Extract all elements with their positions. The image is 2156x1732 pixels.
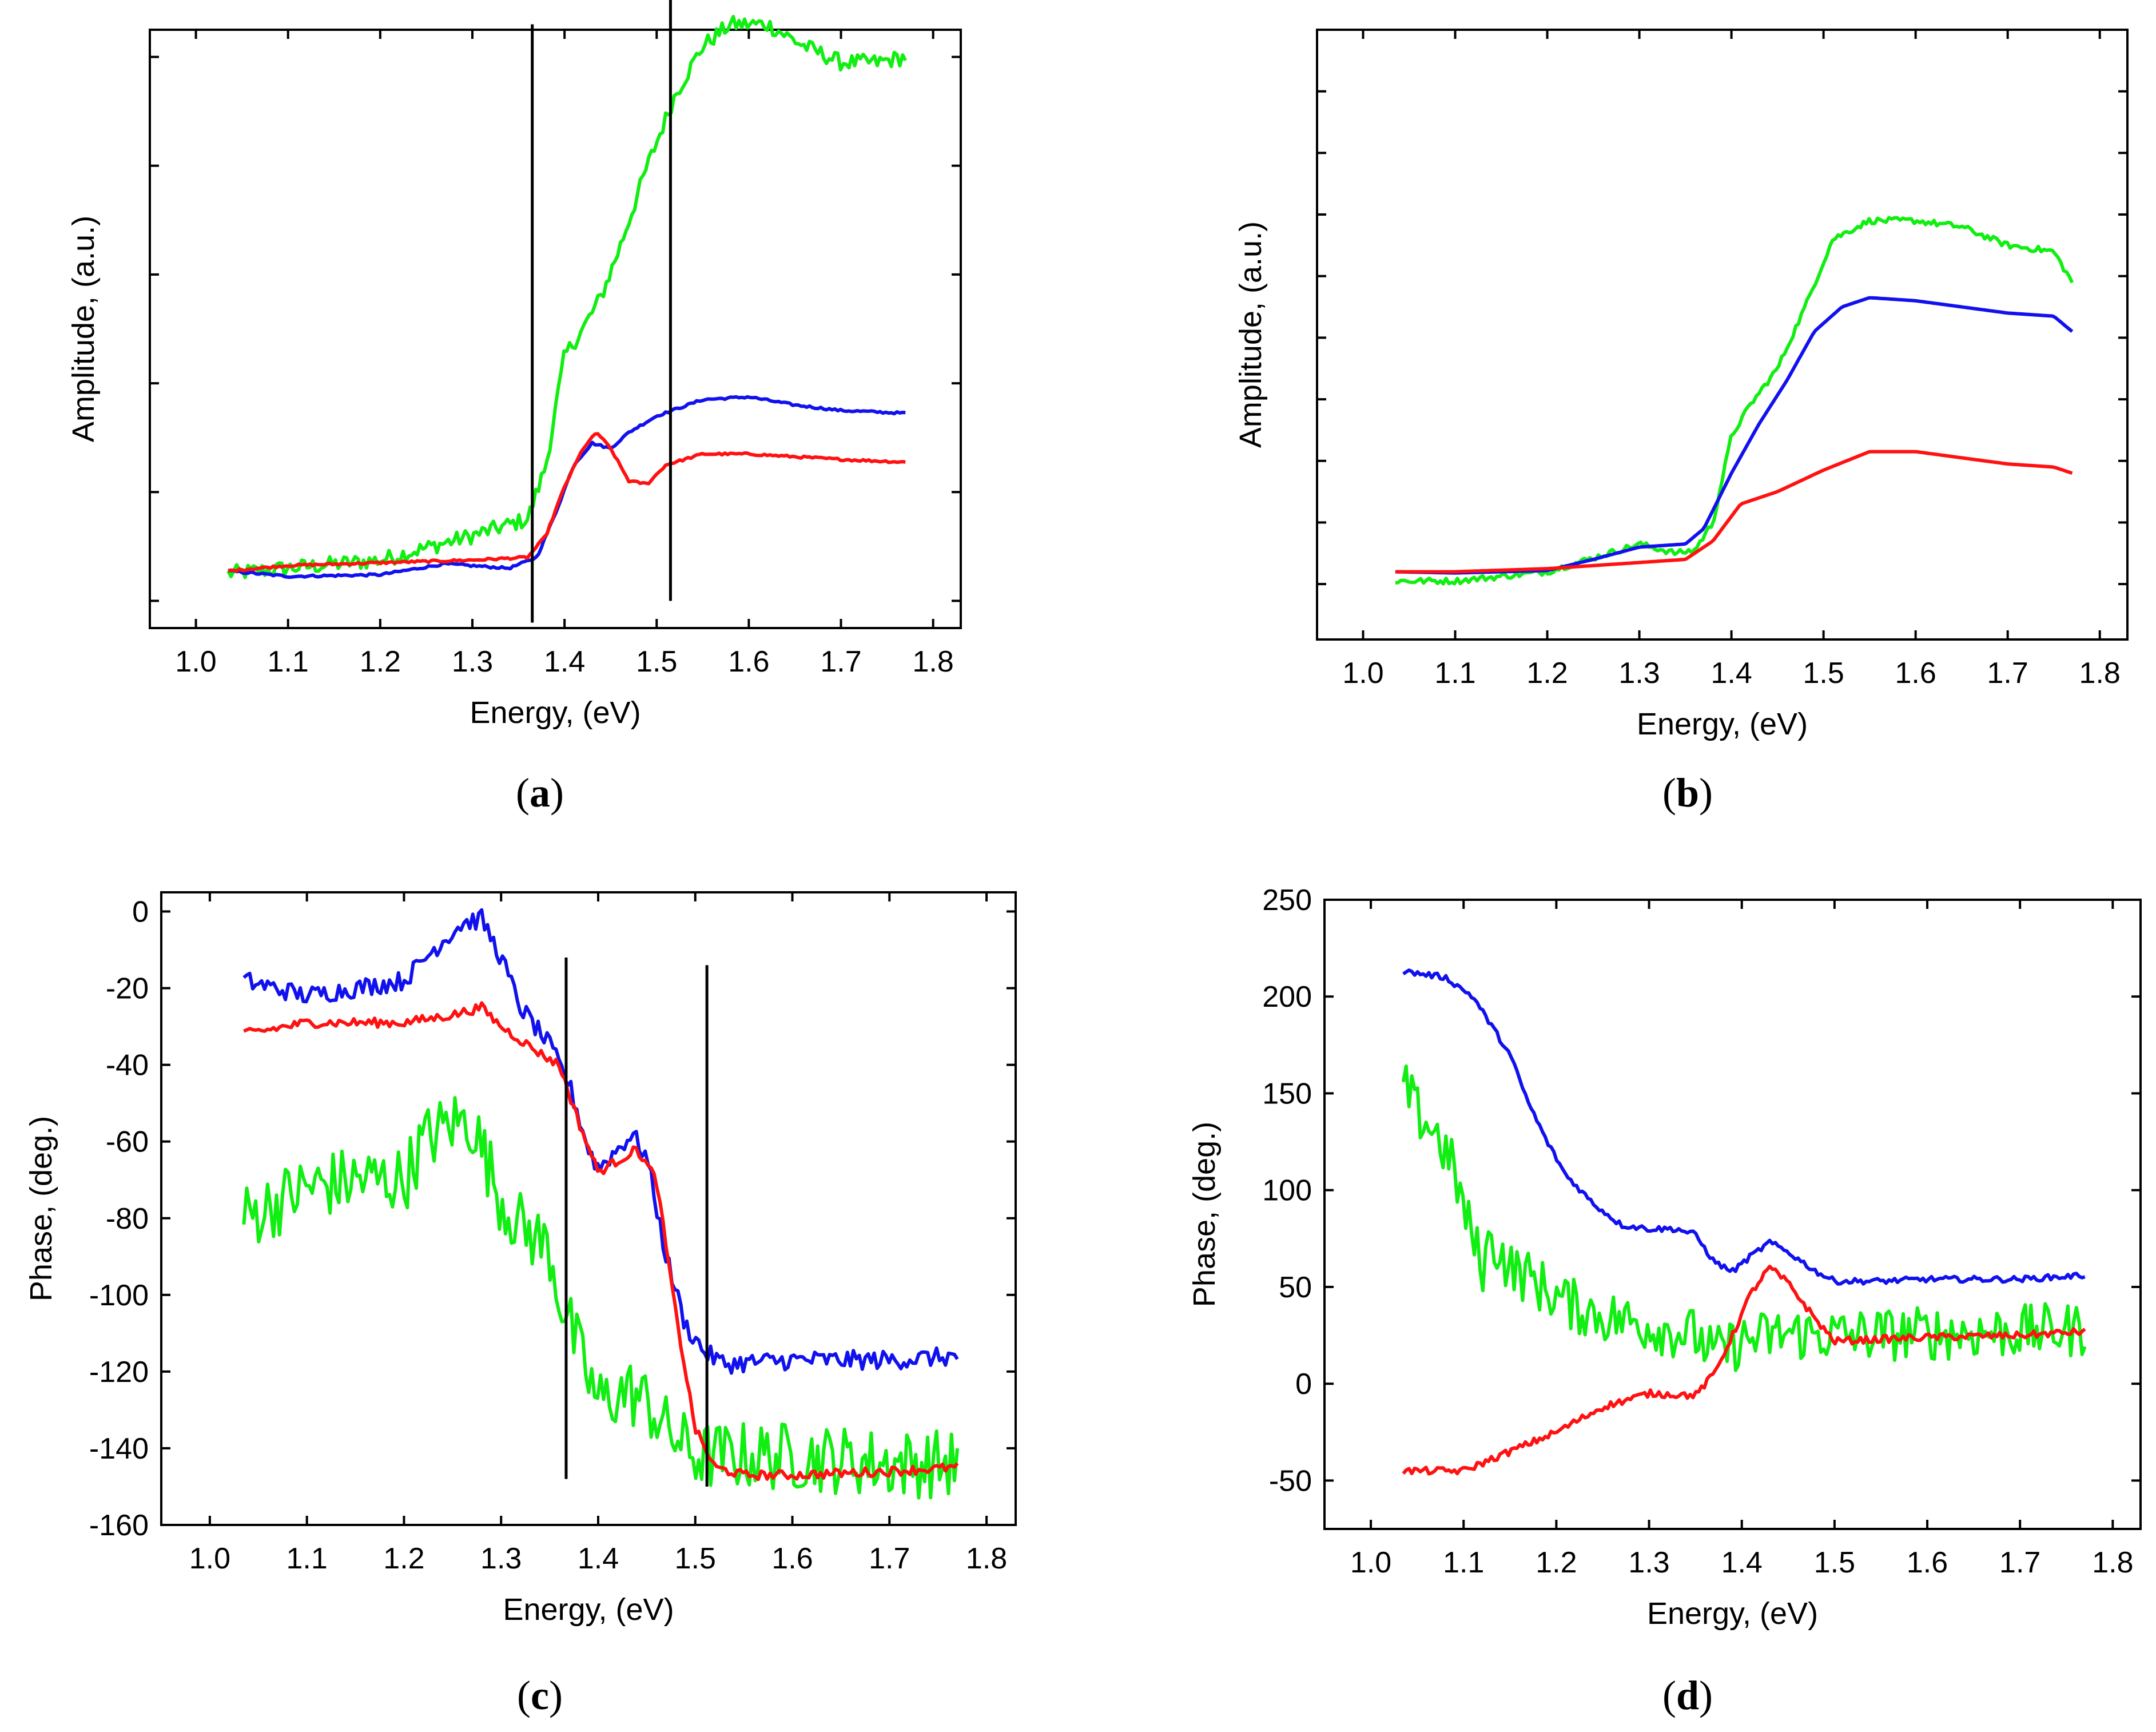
- series-line-blue: [1402, 968, 2086, 1286]
- x-tick-label: 1.8: [913, 645, 954, 678]
- x-tick-label: 1.1: [1443, 1546, 1484, 1579]
- panel-d: (d) 1.0 1.1 1.2 1.3 1.4 1.5 1.6 1.7 1.8 250 200 150…: [1187, 884, 2142, 1718]
- y-tick-label: -120: [89, 1356, 149, 1389]
- y-tick-label: -160: [89, 1509, 149, 1542]
- x-axis-label: Energy, (eV): [503, 1592, 674, 1627]
- x-tick-label: 1.2: [1536, 1546, 1577, 1579]
- caption-open: (: [1662, 1673, 1676, 1718]
- x-tick-label: 1.6: [1895, 657, 1936, 690]
- x-tick-label: 1.4: [1711, 657, 1752, 690]
- x-tick-label: 1.4: [578, 1542, 619, 1575]
- caption-letter: a: [530, 770, 550, 816]
- caption-close: ): [1699, 1673, 1713, 1718]
- y-axis-label: Amplitude, (a.u.): [66, 216, 101, 442]
- x-tick-label: 1.8: [966, 1542, 1007, 1575]
- panel-c-caption: (c): [517, 1673, 563, 1718]
- x-tick-label: 1.0: [1350, 1546, 1391, 1579]
- caption-letter: d: [1676, 1673, 1699, 1718]
- x-axis-label: Energy, (eV): [1647, 1596, 1818, 1631]
- x-tick-label: 1.7: [869, 1542, 910, 1575]
- caption-letter: c: [531, 1673, 549, 1718]
- x-tick-label: 1.4: [1721, 1546, 1763, 1579]
- y-axis-label: Amplitude, (a.u.): [1234, 221, 1268, 448]
- x-tick-label: 1.3: [1618, 657, 1660, 690]
- x-tick-label: 1.1: [287, 1542, 328, 1575]
- x-tick-label: 1.3: [452, 645, 493, 678]
- x-tick-label: 1.5: [1814, 1546, 1855, 1579]
- plot-frame: [1323, 899, 2142, 1530]
- x-axis-label: Energy, (eV): [470, 696, 641, 730]
- x-tick-label: 1.7: [820, 645, 861, 678]
- x-tick-label: 1.0: [175, 645, 216, 678]
- panel-c: (c) 1.0 1.1 1.2 1.3 1.4 1.5 1.6 1.7 1.8 0 -20 -40 -6…: [24, 891, 1017, 1718]
- x-tick-label: 1.0: [189, 1542, 230, 1575]
- panel-a-caption: (a): [516, 770, 564, 816]
- x-tick-label: 1.6: [1907, 1546, 1948, 1579]
- y-tick-label: -100: [89, 1279, 149, 1312]
- plot-frame: [160, 891, 1017, 1526]
- series-line-red: [243, 1001, 959, 1481]
- x-tick-label: 1.7: [1999, 1546, 2040, 1579]
- y-tick-label: 250: [1262, 884, 1312, 917]
- caption-close: ): [549, 1673, 563, 1718]
- plot-frame: [1316, 29, 2129, 641]
- y-tick-label: -40: [106, 1049, 149, 1082]
- x-tick-label: 1.7: [1987, 657, 2028, 690]
- x-tick-label: 1.2: [360, 645, 401, 678]
- x-tick-label: 1.8: [2092, 1546, 2133, 1579]
- x-tick-label: 1.3: [1628, 1546, 1669, 1579]
- y-tick-label: 200: [1262, 980, 1312, 1014]
- x-tick-label: 1.8: [2079, 657, 2121, 690]
- series-line-red: [1395, 450, 2073, 574]
- caption-close: ): [550, 770, 564, 816]
- panel-a: (a) 1.0 1.1 1.2 1.3 1.4 1.5 1.6 1.7 1.8 Energy, (…: [66, 0, 962, 816]
- y-tick-label: 100: [1262, 1174, 1312, 1207]
- y-tick-label: 150: [1262, 1077, 1312, 1110]
- series-line-red: [228, 432, 906, 573]
- y-tick-label: 0: [132, 896, 149, 929]
- series-line-red: [1402, 1265, 2086, 1476]
- caption-letter: b: [1676, 770, 1699, 816]
- caption-open: (: [1662, 770, 1676, 816]
- caption-open: (: [516, 770, 530, 816]
- y-tick-label: -80: [106, 1202, 149, 1236]
- panel-b: (b) 1.0 1.1 1.2 1.3 1.4 1.5 1.6 1.7 1.8 Energy, (…: [1234, 29, 2129, 816]
- x-tick-label: 1.5: [1803, 657, 1844, 690]
- y-tick-label: -60: [106, 1126, 149, 1159]
- x-tick-label: 1.2: [1526, 657, 1568, 690]
- y-tick-label: 0: [1295, 1368, 1312, 1401]
- x-tick-label: 1.6: [771, 1542, 813, 1575]
- x-tick-label: 1.1: [268, 645, 309, 678]
- series-line-green: [1395, 216, 2074, 586]
- x-tick-label: 1.6: [728, 645, 769, 678]
- x-tick-label: 1.4: [544, 645, 585, 678]
- series-line-green: [242, 1096, 960, 1500]
- x-axis-label: Energy, (eV): [1637, 707, 1808, 741]
- x-tick-label: 1.3: [480, 1542, 522, 1575]
- y-axis-label: Phase, (deg.): [24, 1116, 58, 1301]
- panel-d-caption: (d): [1662, 1673, 1713, 1718]
- caption-close: ): [1699, 770, 1713, 816]
- x-tick-label: 1.5: [636, 645, 677, 678]
- plot-frame: [149, 29, 962, 629]
- x-tick-label: 1.1: [1434, 657, 1475, 690]
- y-tick-label: -140: [89, 1432, 149, 1465]
- y-tick-label: -50: [1269, 1464, 1312, 1497]
- y-tick-label: -20: [106, 972, 149, 1006]
- x-tick-label: 1.5: [675, 1542, 716, 1575]
- caption-open: (: [517, 1673, 531, 1718]
- x-tick-label: 1.0: [1342, 657, 1383, 690]
- y-tick-label: 50: [1279, 1271, 1312, 1304]
- series-line-green: [1401, 1064, 2087, 1372]
- y-axis-label: Phase, (deg.): [1187, 1122, 1222, 1307]
- x-tick-label: 1.2: [383, 1542, 424, 1575]
- panel-b-caption: (b): [1662, 770, 1713, 816]
